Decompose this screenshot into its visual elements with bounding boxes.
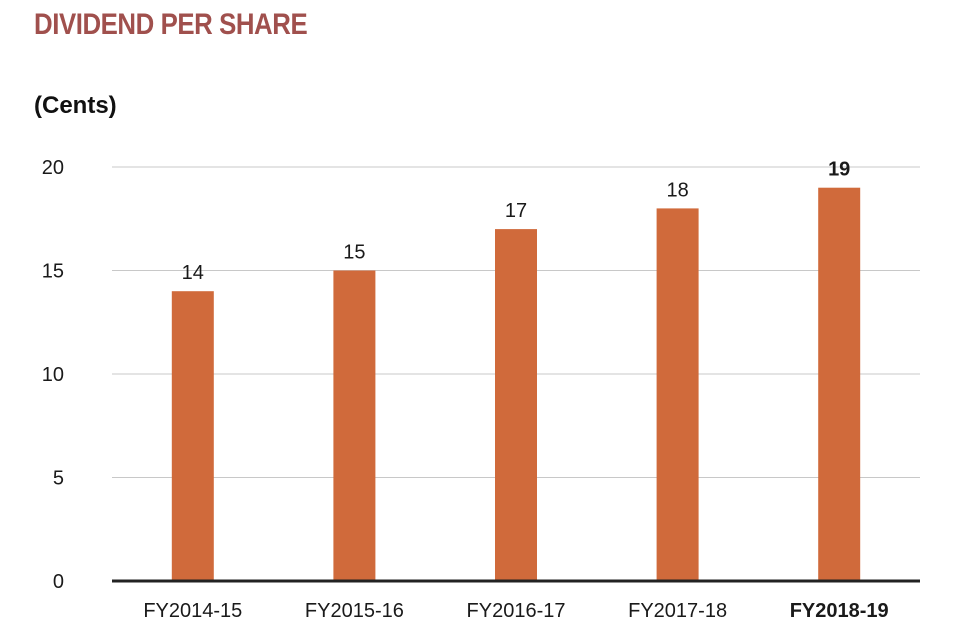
bar	[656, 208, 699, 581]
y-axis-ticks: 0 5 10 15 20	[42, 157, 64, 593]
data-labels: 14 15 17 18 19	[182, 159, 851, 285]
data-label: 14	[182, 262, 204, 284]
x-axis-ticks: FY2014-15 FY2015-16 FY2016-17 FY2017-18 FY20…	[143, 600, 888, 622]
data-label: 15	[343, 242, 365, 264]
y-tick-label: 10	[42, 364, 64, 386]
y-tick-label: 15	[42, 261, 64, 283]
x-tick-label: FY2018-19	[790, 600, 889, 622]
bar	[333, 270, 376, 581]
y-tick-label: 5	[53, 468, 64, 490]
x-tick-label: FY2016-17	[467, 600, 566, 622]
y-tick-label: 20	[42, 157, 64, 179]
x-tick-label: FY2015-16	[305, 600, 404, 622]
bar	[495, 229, 537, 581]
data-label: 18	[666, 179, 688, 201]
x-tick-label: FY2017-18	[628, 600, 727, 622]
bar	[818, 187, 861, 581]
bars	[171, 187, 861, 581]
bar	[171, 291, 214, 581]
data-label: 17	[505, 200, 527, 222]
chart-title: DIVIDEND PER SHARE	[34, 8, 308, 41]
data-label: 19	[828, 159, 850, 181]
x-tick-label: FY2014-15	[143, 600, 242, 622]
y-tick-label: 0	[53, 571, 64, 593]
y-axis-unit-label: (Cents)	[34, 92, 117, 119]
